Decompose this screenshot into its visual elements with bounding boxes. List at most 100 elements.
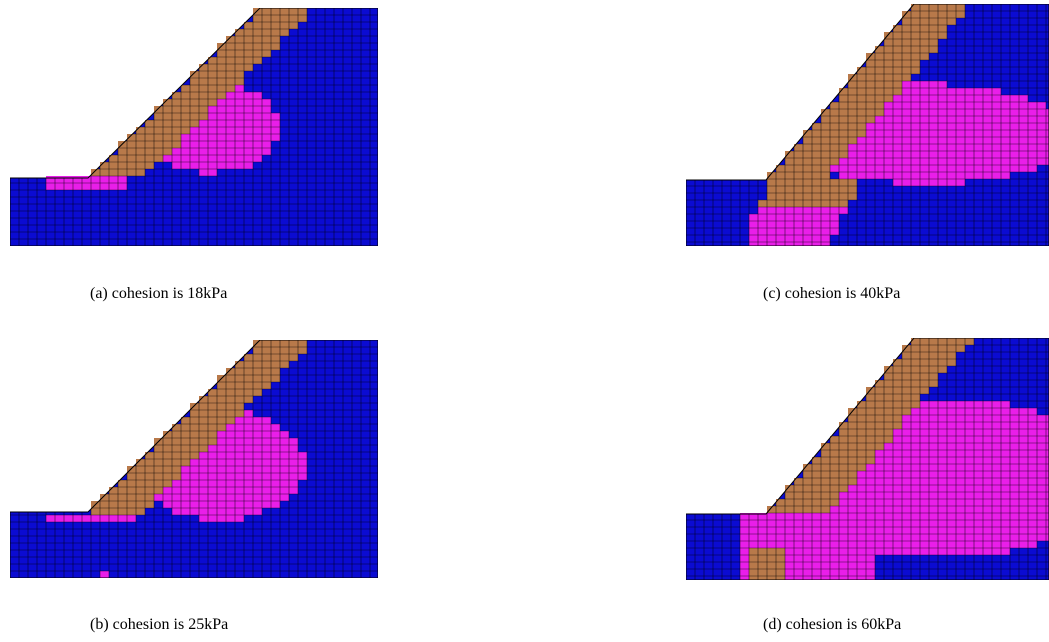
yield-cell [947, 443, 956, 450]
yield-cell [812, 228, 821, 235]
yield-cell [1010, 144, 1019, 151]
tension-cell [136, 473, 145, 480]
yield-cell [758, 207, 767, 214]
yield-cell [1046, 429, 1049, 436]
tension-cell [875, 415, 884, 422]
tension-cell [812, 478, 821, 485]
tension-cell [956, 4, 965, 11]
yield-cell [947, 534, 956, 541]
yield-cell [803, 221, 812, 228]
yield-cell [947, 151, 956, 158]
yield-cell [839, 207, 848, 214]
yield-cell [253, 501, 262, 508]
yield-cell [190, 480, 199, 487]
yield-cell [893, 478, 902, 485]
yield-cell [920, 95, 929, 102]
yield-cell [830, 534, 839, 541]
yield-cell [199, 155, 208, 162]
yield-cell [1028, 520, 1037, 527]
yield-cell [920, 541, 929, 548]
yield-cell [1046, 137, 1049, 144]
yield-cell [893, 137, 902, 144]
tension-cell [920, 39, 929, 46]
tension-cell [812, 506, 821, 513]
yield-cell [929, 485, 938, 492]
yield-cell [253, 445, 262, 452]
tension-cell [830, 137, 839, 144]
yield-cell [244, 438, 253, 445]
yield-cell [1046, 450, 1049, 457]
yield-cell [956, 527, 965, 534]
yield-cell [1028, 429, 1037, 436]
yield-cell [983, 485, 992, 492]
yield-cell [839, 492, 848, 499]
tension-cell [199, 99, 208, 106]
tension-cell [866, 457, 875, 464]
yield-cell [857, 548, 866, 555]
yield-cell [1010, 422, 1019, 429]
tension-cell [911, 4, 920, 11]
tension-cell [866, 450, 875, 457]
tension-cell [244, 36, 253, 43]
tension-cell [893, 60, 902, 67]
tension-cell [839, 429, 848, 436]
yield-cell [911, 88, 920, 95]
tension-cell [190, 71, 199, 78]
yield-cell [956, 158, 965, 165]
tension-cell [145, 162, 154, 169]
yield-cell [767, 242, 776, 246]
tension-cell [956, 11, 965, 18]
yield-cell [956, 499, 965, 506]
tension-cell [857, 401, 866, 408]
yield-cell [839, 548, 848, 555]
yield-cell [857, 555, 866, 562]
tension-cell [812, 123, 821, 130]
tension-cell [181, 424, 190, 431]
yield-cell [1019, 464, 1028, 471]
yield-cell [974, 88, 983, 95]
tension-cell [208, 410, 217, 417]
tension-cell [181, 99, 190, 106]
tension-cell [208, 389, 217, 396]
tension-cell [893, 74, 902, 81]
yield-cell [758, 527, 767, 534]
yield-cell [1037, 429, 1046, 436]
yield-cell [217, 106, 226, 113]
tension-cell [902, 25, 911, 32]
tension-cell [911, 345, 920, 352]
yield-cell [217, 127, 226, 134]
tension-cell [190, 431, 199, 438]
yield-cell [938, 123, 947, 130]
tension-cell [127, 480, 136, 487]
tension-cell [785, 485, 794, 492]
tension-cell [271, 375, 280, 382]
yield-cell [767, 513, 776, 520]
tension-cell [298, 340, 307, 347]
yield-cell [199, 120, 208, 127]
tension-cell [199, 92, 208, 99]
yield-cell [758, 520, 767, 527]
tension-cell [163, 141, 172, 148]
yield-cell [208, 494, 217, 501]
tension-cell [244, 64, 253, 71]
tension-cell [118, 494, 127, 501]
tension-cell [893, 408, 902, 415]
tension-cell [848, 471, 857, 478]
yield-cell [812, 534, 821, 541]
tension-cell [235, 403, 244, 410]
tension-cell [812, 499, 821, 506]
tension-cell [199, 106, 208, 113]
yield-cell [794, 548, 803, 555]
yield-cell [938, 102, 947, 109]
tension-cell [911, 352, 920, 359]
tension-cell [938, 345, 947, 352]
tension-cell [920, 387, 929, 394]
yield-cell [866, 499, 875, 506]
yield-cell [902, 165, 911, 172]
yield-cell [866, 165, 875, 172]
yield-cell [839, 158, 848, 165]
yield-cell [1019, 450, 1028, 457]
yield-cell [280, 445, 289, 452]
yield-cell [767, 534, 776, 541]
yield-cell [992, 450, 1001, 457]
